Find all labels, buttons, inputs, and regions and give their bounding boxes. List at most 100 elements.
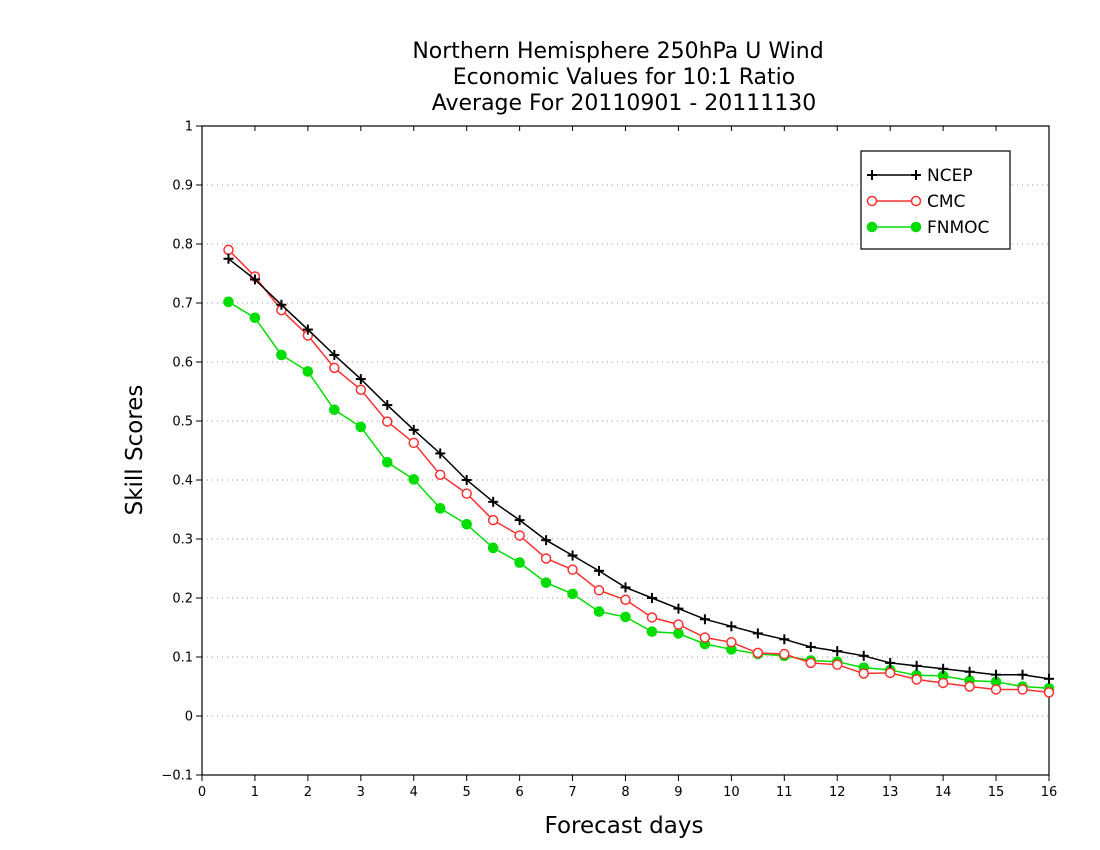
data-point-cmc	[355, 384, 367, 395]
data-point-cmc	[382, 416, 393, 427]
series-layer	[223, 244, 1055, 698]
x-tick-label: 11	[776, 785, 793, 800]
data-point-cmc	[832, 659, 843, 670]
data-point-ncep	[752, 628, 763, 639]
data-point-fnmoc	[355, 421, 367, 433]
data-point-ncep	[1017, 669, 1028, 680]
data-point-cmc	[567, 564, 578, 575]
data-point-cmc	[964, 681, 975, 692]
series-ncep	[223, 253, 1054, 684]
legend-box	[860, 150, 1011, 250]
x-tick-label: 15	[988, 785, 1005, 800]
data-point-cmc	[911, 674, 922, 685]
x-tick-label: 14	[935, 785, 952, 800]
data-point-fnmoc	[487, 542, 499, 554]
data-point-fnmoc	[646, 626, 658, 637]
data-point-ncep	[514, 515, 525, 526]
legend-marker	[866, 221, 878, 233]
data-point-ncep	[594, 565, 605, 576]
data-point-cmc	[540, 553, 552, 564]
data-point-fnmoc	[461, 518, 472, 530]
data-point-ncep	[779, 634, 790, 645]
x-tick-label: 4	[410, 785, 418, 800]
data-point-cmc	[434, 469, 446, 480]
x-tick-label: 13	[882, 785, 899, 800]
data-point-cmc	[1017, 684, 1028, 695]
data-point-ncep	[832, 646, 843, 657]
chart-title: Northern Hemisphere 250hPa U Wind Econom…	[412, 39, 823, 116]
data-point-fnmoc	[381, 457, 393, 468]
data-point-cmc	[1043, 687, 1055, 698]
data-point-fnmoc	[434, 503, 446, 514]
x-tick-label: 5	[463, 785, 471, 800]
legend-item-fnmoc: FNMOC	[866, 218, 989, 238]
x-tick-label: 2	[304, 785, 312, 800]
title-line-1: Northern Hemisphere 250hPa U Wind	[412, 39, 823, 64]
data-point-ncep	[964, 666, 975, 677]
series-fnmoc	[223, 296, 1055, 694]
legend-label: NCEP	[927, 166, 973, 186]
y-tick-label: 0.3	[172, 533, 193, 548]
legend-label: CMC	[927, 192, 965, 212]
y-tick-label: 0	[185, 710, 193, 725]
data-point-ncep	[329, 349, 340, 360]
legend-marker	[910, 195, 922, 207]
data-point-ncep	[435, 448, 446, 459]
data-point-cmc	[593, 585, 605, 596]
y-tick-label: −0.1	[161, 769, 193, 784]
y-tick-label: 0.5	[172, 415, 193, 430]
data-point-cmc	[937, 677, 949, 689]
legend-item-cmc: CMC	[866, 192, 965, 212]
data-point-cmc	[673, 619, 684, 630]
data-point-fnmoc	[514, 557, 525, 568]
legend-marker	[867, 170, 877, 180]
data-point-cmc	[779, 648, 790, 660]
data-point-ncep	[249, 274, 260, 285]
axes: −0.100.10.20.30.40.50.60.70.80.910 1 2 3 4 5 6…	[161, 120, 1057, 801]
data-point-fnmoc	[302, 366, 314, 377]
legend-marker	[911, 170, 921, 180]
x-tick-label: 0	[198, 785, 206, 800]
x-tick-label: 6	[515, 785, 523, 800]
data-point-ncep	[646, 593, 657, 603]
data-point-fnmoc	[223, 296, 234, 308]
y-axis-label: Skill Scores	[122, 385, 148, 516]
y-tick-label: 0.1	[172, 651, 193, 666]
data-point-fnmoc	[540, 577, 552, 588]
legend-item-ncep: NCEP	[867, 166, 973, 186]
x-axis-label: Forecast days	[545, 813, 704, 839]
legend-marker	[866, 195, 878, 207]
series-line-cmc	[227, 249, 1050, 694]
legend-label: FNMOC	[927, 218, 989, 238]
data-point-ncep	[858, 650, 869, 661]
x-tick-label: 9	[674, 785, 682, 800]
data-point-cmc	[699, 632, 711, 643]
data-point-ncep	[408, 424, 419, 435]
data-point-ncep	[726, 621, 737, 632]
x-tick-label: 12	[829, 785, 846, 800]
y-tick-label: 0.4	[172, 474, 193, 489]
title-line-2: Economic Values for 10:1 Ratio	[453, 65, 795, 90]
legend: NCEP CMC FNMOC	[860, 150, 1011, 250]
data-point-ncep	[355, 374, 366, 385]
data-point-cmc	[884, 667, 896, 679]
data-point-fnmoc	[329, 404, 340, 416]
y-tick-label: 0.2	[172, 592, 193, 607]
data-point-fnmoc	[673, 628, 684, 639]
y-tick-label: 0.6	[172, 356, 193, 371]
legend-marker	[910, 221, 922, 233]
series-line-ncep	[228, 258, 1050, 680]
title-line-3: Average For 20110901 - 20111130	[432, 91, 817, 116]
data-point-ncep	[461, 475, 472, 485]
data-point-ncep	[699, 614, 710, 625]
series-cmc	[223, 244, 1055, 698]
data-point-ncep	[302, 324, 313, 335]
x-tick-label: 8	[621, 785, 629, 800]
data-point-ncep	[620, 582, 631, 593]
data-point-cmc	[726, 637, 737, 648]
series-line-fnmoc	[228, 301, 1050, 690]
data-point-ncep	[276, 299, 287, 310]
y-tick-label: 0.8	[172, 238, 193, 253]
y-tick-label: 1	[185, 120, 193, 135]
